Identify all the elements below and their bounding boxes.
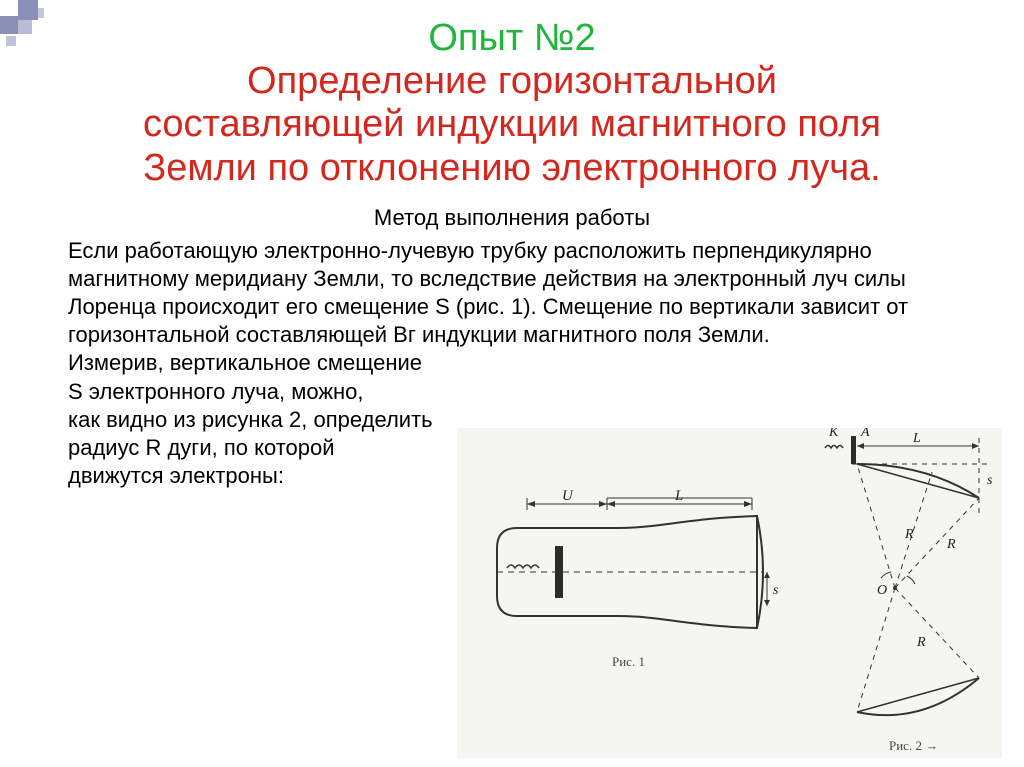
label-O: O (877, 583, 887, 598)
slide-title: Опыт №2 Определение горизонтальной соста… (0, 0, 1024, 191)
method-heading: Метод выполнения работы (0, 205, 1024, 231)
title-experiment-number: Опыт №2 (30, 18, 994, 60)
method-paragraph: Если работающую электронно-лучевую трубк… (0, 231, 1024, 350)
label-U: U (562, 488, 574, 504)
title-line-3: Земли по отклонению электронного луча. (30, 147, 994, 191)
method-left-column: Измерив, вертикальное смещение S электро… (0, 349, 480, 490)
left-line-3: как видно из рисунка 2, определить (68, 406, 480, 434)
title-line-1: Определение горизонтальной (30, 60, 994, 104)
left-line-1: Измерив, вертикальное смещение (68, 349, 480, 377)
corner-decoration (0, 0, 60, 60)
label-L-beam: L (912, 431, 921, 446)
label-R3: R (916, 635, 926, 650)
label-s-small: s (773, 583, 779, 598)
label-s-right: s (987, 473, 993, 488)
caption-fig1: Рис. 1 (612, 654, 645, 669)
label-K: K (828, 428, 839, 440)
label-R2: R (946, 537, 956, 552)
left-line-2: S электронного луча, можно, (68, 378, 480, 406)
crt-diagram: U L s Рис. 1 (457, 428, 1002, 758)
left-line-4: радиус R дуги, по которой (68, 434, 480, 462)
label-R1: R (904, 527, 914, 542)
title-line-2: составляющей индукции магнитного поля (30, 103, 994, 147)
caption-fig2: Рис. 2 → (889, 738, 938, 753)
left-line-5: движутся электроны: (68, 462, 480, 490)
label-L-top: L (674, 488, 683, 504)
label-A: A (860, 428, 870, 440)
